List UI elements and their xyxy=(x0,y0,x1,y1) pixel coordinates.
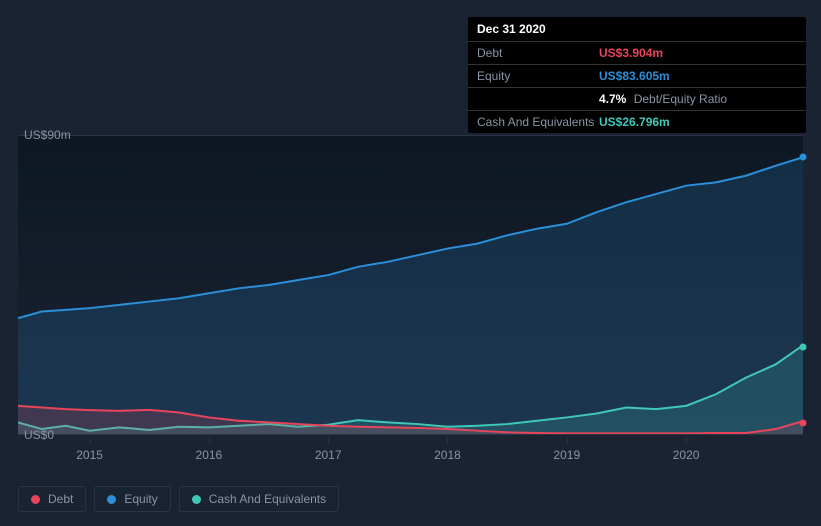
x-axis-tick xyxy=(328,438,329,443)
x-axis-label: 2020 xyxy=(673,448,700,462)
legend-label: Debt xyxy=(48,492,73,506)
tooltip-row: DebtUS$3.904m xyxy=(468,42,806,65)
series-end-dot xyxy=(800,420,807,427)
x-axis-labels: 2015 2016 2017 2018 2019 2020 xyxy=(18,448,803,468)
tooltip-label: Debt xyxy=(477,46,599,60)
tooltip-label xyxy=(477,92,599,106)
y-axis-label: US$0 xyxy=(24,428,54,442)
tooltip-value: US$83.605m xyxy=(599,69,670,83)
legend-item[interactable]: Equity xyxy=(94,486,170,512)
series-end-dot xyxy=(800,343,807,350)
legend-item[interactable]: Cash And Equivalents xyxy=(179,486,339,512)
tooltip-row: 4.7% Debt/Equity Ratio xyxy=(468,88,806,111)
x-axis-label: 2017 xyxy=(315,448,342,462)
legend-label: Equity xyxy=(124,492,157,506)
legend-dot-icon xyxy=(107,495,116,504)
x-axis-tick xyxy=(209,438,210,443)
x-axis-tick xyxy=(686,438,687,443)
tooltip-ratio: 4.7% Debt/Equity Ratio xyxy=(599,92,727,106)
legend-dot-icon xyxy=(31,495,40,504)
tooltip-row: EquityUS$83.605m xyxy=(468,65,806,88)
chart-area: US$0 US$90m 2015 2016 2017 2018 2019 2020 xyxy=(18,120,803,460)
legend-item[interactable]: Debt xyxy=(18,486,86,512)
legend-dot-icon xyxy=(192,495,201,504)
x-axis-tick xyxy=(90,438,91,443)
series-end-dot xyxy=(800,154,807,161)
plot-area xyxy=(18,135,803,435)
x-axis-label: 2016 xyxy=(196,448,223,462)
legend-label: Cash And Equivalents xyxy=(209,492,326,506)
tooltip-label: Equity xyxy=(477,69,599,83)
legend: Debt Equity Cash And Equivalents xyxy=(18,486,339,512)
tooltip-date: Dec 31 2020 xyxy=(468,17,806,42)
x-axis-tick xyxy=(567,438,568,443)
tooltip-value: US$3.904m xyxy=(599,46,663,60)
x-axis-label: 2018 xyxy=(434,448,461,462)
chart-svg xyxy=(18,136,803,434)
x-axis-tick xyxy=(447,438,448,443)
x-axis-label: 2015 xyxy=(76,448,103,462)
chart-tooltip: Dec 31 2020 DebtUS$3.904mEquityUS$83.605… xyxy=(468,17,806,133)
y-axis-label: US$90m xyxy=(24,128,71,142)
x-axis-label: 2019 xyxy=(553,448,580,462)
